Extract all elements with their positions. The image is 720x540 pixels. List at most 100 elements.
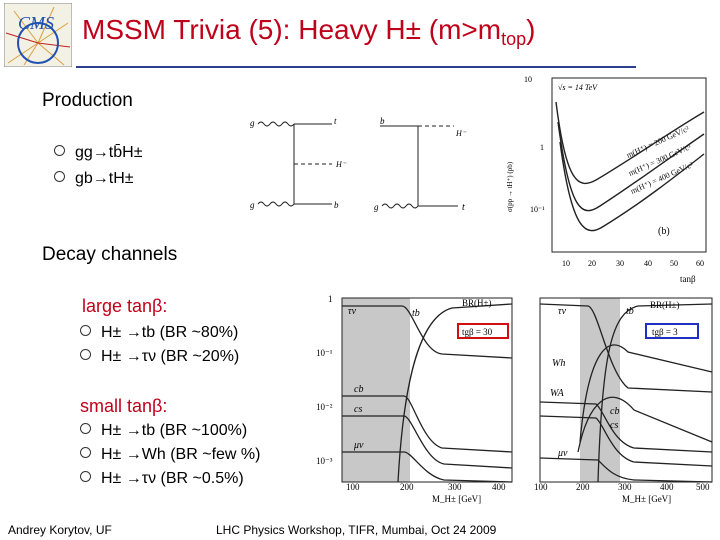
bullet-icon (80, 423, 91, 434)
brl-tanb-text: tgβ = 30 (462, 327, 493, 337)
brr-curve-cb (539, 401, 713, 453)
xsec-xtick: 20 (588, 259, 596, 268)
brr-xtick: 200 (576, 482, 590, 492)
brr-tanb-box (645, 323, 699, 339)
xsec-curve-400 (559, 141, 705, 232)
cms-logo-text: CMS (18, 13, 54, 33)
feyn-b-bot: b (334, 200, 339, 210)
small-tanb-item: H± →tb (BR ~100%) (80, 422, 247, 440)
brl-ytick: 10⁻² (316, 402, 333, 412)
xsec-xtick: 10 (562, 259, 570, 268)
slide-title: MSSM Trivia (5): Heavy H± (m>mtop) (82, 14, 535, 50)
production-item: gb→tH± (54, 170, 134, 188)
br-plot-right: τν tb Wh WA cb cs μν BR(H±) tgβ = 3 100 … (534, 297, 713, 504)
title-close: ) (526, 14, 536, 45)
brl-xtick: 300 (448, 482, 462, 492)
brl-ytick: 10⁻¹ (316, 348, 333, 358)
brl-label: cs (354, 404, 362, 415)
brr-curve-munu (539, 457, 713, 483)
title-main: MSSM Trivia (5): Heavy H± (m>m (82, 14, 502, 45)
brr-label: WA (550, 388, 565, 399)
brr-label: cb (610, 406, 619, 417)
brl-label: cb (354, 384, 363, 395)
bullet-icon (80, 447, 91, 458)
brl-xtick: 400 (492, 482, 506, 492)
brl-label: τν (348, 306, 357, 317)
feyn-b-top-right: b (380, 116, 385, 126)
brl-ytick: 1 (328, 294, 333, 304)
brr-curve-wa (577, 396, 713, 453)
brr-label: μν (557, 448, 568, 459)
xsec-curve-200 (555, 101, 705, 185)
large-tanb-heading: large tanβ: (82, 296, 168, 316)
brr-xtick: 500 (696, 482, 710, 492)
xsec-ytick: 10⁻¹ (530, 205, 545, 214)
xsec-xtick: 60 (696, 259, 704, 268)
brr-title: BR(H±) (650, 300, 679, 310)
brl-curve-taunu (342, 305, 513, 359)
large-tanb-item: H± →tb (BR ~80%) (80, 324, 238, 342)
brr-label: cs (610, 420, 618, 431)
brl-curve-cb (342, 395, 513, 453)
feyn-g-bot-right: g (374, 202, 379, 212)
xsec-xlabel: tanβ (680, 274, 696, 284)
feyn-h-right: H⁻ (455, 129, 467, 138)
feyn-h-left: H⁻ (335, 160, 347, 169)
production-heading: Production (42, 90, 133, 111)
xsec-xtick: 50 (670, 259, 678, 268)
brl-xtick: 200 (400, 482, 414, 492)
title-rule (76, 66, 636, 68)
footer-event: LHC Physics Workshop, TIFR, Mumbai, Oct … (216, 523, 497, 537)
xsec-plot: √s = 14 TeV σ(pp → tH⁺) (pb) 10 1 10⁻¹ m… (506, 75, 707, 284)
brr-curve-wh (579, 344, 713, 443)
brr-xtick: 300 (618, 482, 632, 492)
small-tanb-heading: small tanβ: (80, 396, 168, 416)
brr-curve-tb (597, 303, 713, 483)
bullet-icon (54, 145, 65, 156)
feynman-diagrams: g t H⁻ g b b H⁻ g t (250, 116, 467, 213)
small-tanb-item: H± →τν (BR ~0.5%) (80, 470, 244, 488)
small-tanb-item: H± →Wh (BR ~few %) (80, 446, 260, 464)
feyn-g-bot: g (250, 200, 255, 210)
brr-curve-cs (539, 415, 713, 467)
bullet-icon (80, 325, 91, 336)
brr-xlabel: M_H± [GeV] (622, 494, 671, 504)
feyn-t-bot-right: t (462, 202, 465, 213)
brl-label: tb (412, 308, 420, 319)
brl-xtick: 100 (346, 482, 360, 492)
xsec-energy: √s = 14 TeV (558, 83, 598, 92)
xsec-ylabel: σ(pp → tH⁺) (pb) (506, 161, 514, 212)
brl-ytick: 10⁻³ (316, 456, 333, 466)
feyn-g-top: g (250, 118, 255, 128)
cms-logo: CMS (4, 3, 72, 67)
xsec-ytick: 1 (540, 143, 544, 152)
production-item: gg→tb̄H± (54, 144, 142, 162)
xsec-panel-label: (b) (658, 226, 670, 237)
brl-xlabel: M_H± [GeV] (432, 494, 481, 504)
bullet-icon (80, 471, 91, 482)
footer-author: Andrey Korytov, UF (8, 523, 112, 537)
brl-curve-tb (397, 303, 513, 483)
bullet-icon (54, 171, 65, 182)
brl-tanb-box (457, 323, 509, 339)
xsec-xtick: 40 (644, 259, 652, 268)
xsec-curve-300 (557, 121, 705, 212)
brr-xtick: 100 (534, 482, 548, 492)
brl-curve-munu (342, 451, 513, 483)
large-tanb-item: H± →τν (BR ~20%) (80, 348, 239, 366)
brl-title: BR(H±) (462, 298, 491, 308)
feyn-t-top: t (334, 116, 337, 126)
brr-label: tb (626, 306, 634, 317)
xsec-xtick: 30 (616, 259, 624, 268)
xsec-ytick: 10 (524, 75, 532, 84)
brr-curve-taunu (539, 303, 713, 393)
br-plot-left: 1 10⁻¹ 10⁻² 10⁻³ τν tb cb cs μν BR(H±) t… (316, 294, 513, 504)
brl-label: μν (353, 440, 364, 451)
title-subscript: top (501, 29, 527, 49)
brr-label: τν (558, 306, 567, 317)
brr-tanb-text: tgβ = 3 (652, 327, 678, 337)
bullet-icon (80, 349, 91, 360)
decay-heading: Decay channels (42, 244, 178, 265)
brl-curve-cs (342, 415, 513, 469)
brr-label: Wh (552, 358, 565, 369)
